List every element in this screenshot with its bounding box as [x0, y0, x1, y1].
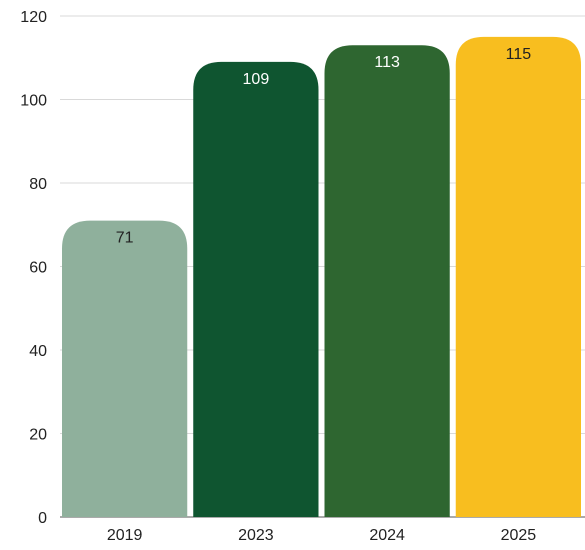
data-label-2025: 115	[506, 46, 532, 63]
data-labels: 71 109 113 115	[116, 46, 532, 247]
bars	[62, 36, 581, 518]
y-tick-label: 60	[29, 260, 47, 277]
bar-2024	[324, 45, 450, 517]
x-tick-label: 2023	[238, 527, 274, 544]
y-axis-ticks: 0 20 40 60 80 100 120	[20, 9, 47, 527]
y-tick-label: 100	[20, 93, 47, 110]
x-tick-label: 2019	[107, 527, 143, 544]
x-tick-label: 2025	[501, 527, 537, 544]
data-label-2023: 109	[243, 71, 270, 88]
y-tick-label: 40	[29, 343, 47, 360]
y-tick-label: 0	[38, 510, 47, 527]
y-tick-label: 20	[29, 427, 47, 444]
x-axis-ticks: 2019 2023 2024 2025	[107, 527, 536, 544]
bar-2025	[455, 36, 581, 517]
x-tick-label: 2024	[369, 527, 405, 544]
data-label-2019: 71	[116, 230, 134, 247]
bar-2023	[193, 61, 319, 518]
y-tick-label: 80	[29, 176, 47, 193]
data-label-2024: 113	[374, 54, 400, 71]
y-tick-label: 120	[20, 9, 47, 26]
bar-2019	[62, 220, 188, 517]
